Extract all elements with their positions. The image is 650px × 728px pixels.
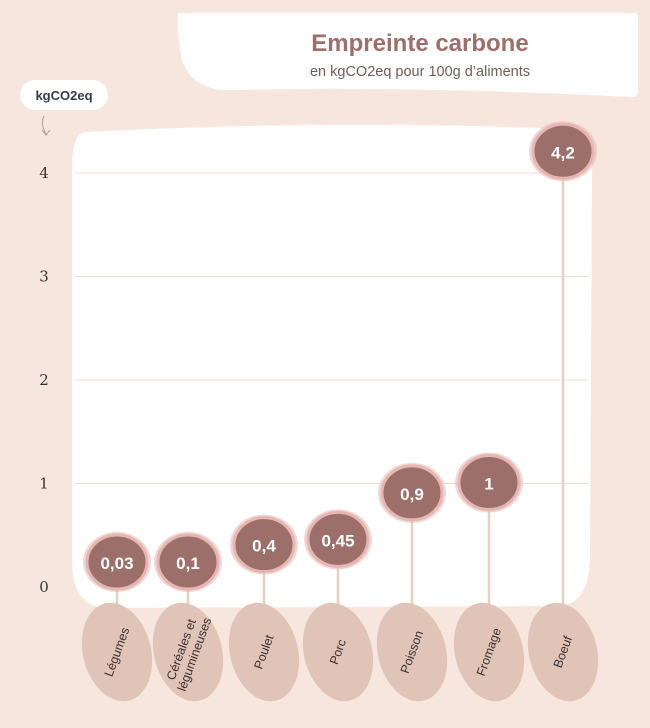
value-bubble xyxy=(531,122,595,180)
category-blob-shape xyxy=(152,602,224,702)
category-blob-shape xyxy=(453,602,525,702)
value-bubble xyxy=(457,454,521,511)
y-tick-label: 4 xyxy=(39,164,49,182)
unit-badge: kgCO2eq xyxy=(20,80,108,110)
value-label: 0,03 xyxy=(100,554,133,573)
category-blob: Porc xyxy=(302,602,374,702)
category-blob: Fromage xyxy=(453,602,525,702)
category-blob: Légumes xyxy=(81,602,153,702)
chart-subtitle: en kgCO2eq pour 100g d’aliments xyxy=(309,64,531,80)
category-blob-shape xyxy=(527,602,599,702)
value-label: 0,4 xyxy=(252,537,276,556)
value-label: 0,9 xyxy=(400,485,424,504)
value-label: 0,45 xyxy=(321,531,354,550)
value-bubble xyxy=(156,533,220,591)
category-blob-shape xyxy=(81,602,153,702)
category-blob-shape xyxy=(376,602,448,702)
value-bubble xyxy=(380,464,444,522)
y-tick-label: 3 xyxy=(39,268,49,286)
value-bubble xyxy=(85,533,149,591)
chart-title: Empreinte carbone xyxy=(311,30,529,57)
y-tick-label: 2 xyxy=(39,371,49,389)
value-label: 1 xyxy=(484,475,493,494)
category-blob: Céréales etlégumineuses xyxy=(152,602,224,702)
unit-arrowhead-icon xyxy=(41,129,51,136)
unit-label: kgCO2eq xyxy=(35,87,93,103)
category-blob: Boeuf xyxy=(527,602,599,702)
category-blob: Poisson xyxy=(376,602,448,702)
y-tick-label: 0 xyxy=(39,578,49,596)
value-bubble xyxy=(306,510,370,568)
category-blob: Poulet xyxy=(228,602,300,702)
y-tick-label: 1 xyxy=(39,475,49,493)
category-blob-shape xyxy=(302,602,374,702)
unit-arrow-icon xyxy=(41,115,47,135)
value-bubble xyxy=(232,516,296,574)
value-label: 4,2 xyxy=(551,143,575,162)
value-label: 0,1 xyxy=(176,554,200,573)
category-blob-shape xyxy=(228,602,300,702)
